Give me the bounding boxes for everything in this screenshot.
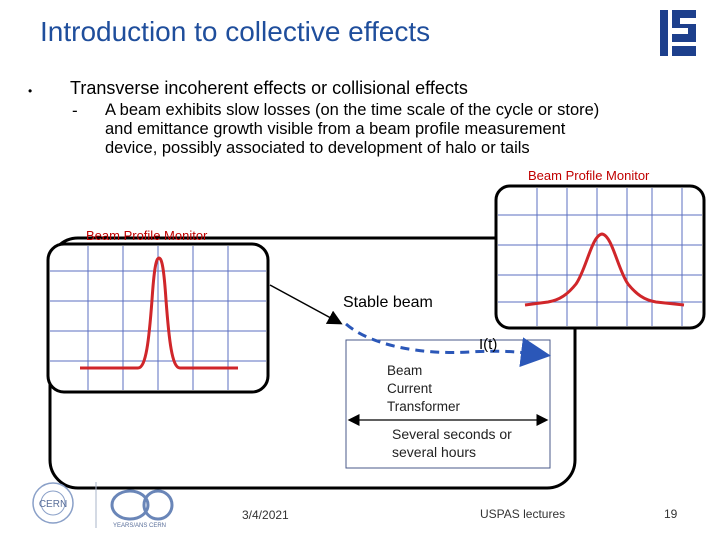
bpm-left-label: Beam Profile Monitor — [86, 228, 208, 243]
sub-bullet-line-3: device, possibly associated to developme… — [105, 139, 530, 157]
stable-beam-label: Stable beam — [343, 294, 433, 311]
slide-title: Introduction to collective effects — [40, 16, 431, 47]
duration-label-line-1: Several seconds or — [392, 426, 512, 442]
bullet-text: Transverse incoherent effects or collisi… — [70, 78, 468, 98]
cern-logo: CERN — [32, 482, 74, 524]
bpm-left-box — [46, 242, 270, 394]
bct-label-line-1: Beam — [387, 363, 423, 378]
bpm-right-profile — [524, 232, 685, 307]
bct-label-line-3: Transformer — [387, 399, 461, 414]
beam-path — [345, 322, 551, 368]
bpm-right-label: Beam Profile Monitor — [528, 168, 650, 183]
bpm-to-beam-arrow — [269, 284, 343, 325]
current-label: I(t) — [479, 336, 498, 353]
svg-text:YEARS/ANS CERN: YEARS/ANS CERN — [113, 523, 166, 529]
bct-box — [345, 339, 551, 469]
bullet-marker: • — [28, 84, 33, 98]
footer-lectures: USPAS lectures — [480, 507, 566, 521]
bpm-right-box — [494, 184, 706, 330]
svg-text:CERN: CERN — [39, 499, 67, 510]
bct-label-line-2: Current — [387, 381, 433, 396]
sub-bullet-line-1: A beam exhibits slow losses (on the time… — [105, 101, 600, 119]
bpm-left-profile — [80, 256, 238, 370]
sub-bullet-line-2: and emittance growth visible from a beam… — [105, 120, 566, 138]
uspas-logo — [655, 6, 699, 58]
footer-page-number: 19 — [664, 507, 678, 521]
cern-60-years-logo: YEARS/ANS CERN — [110, 489, 174, 529]
sub-bullet-dash: - — [72, 101, 78, 120]
duration-label-line-2: several hours — [392, 444, 477, 460]
footer-date: 3/4/2021 — [242, 508, 289, 522]
